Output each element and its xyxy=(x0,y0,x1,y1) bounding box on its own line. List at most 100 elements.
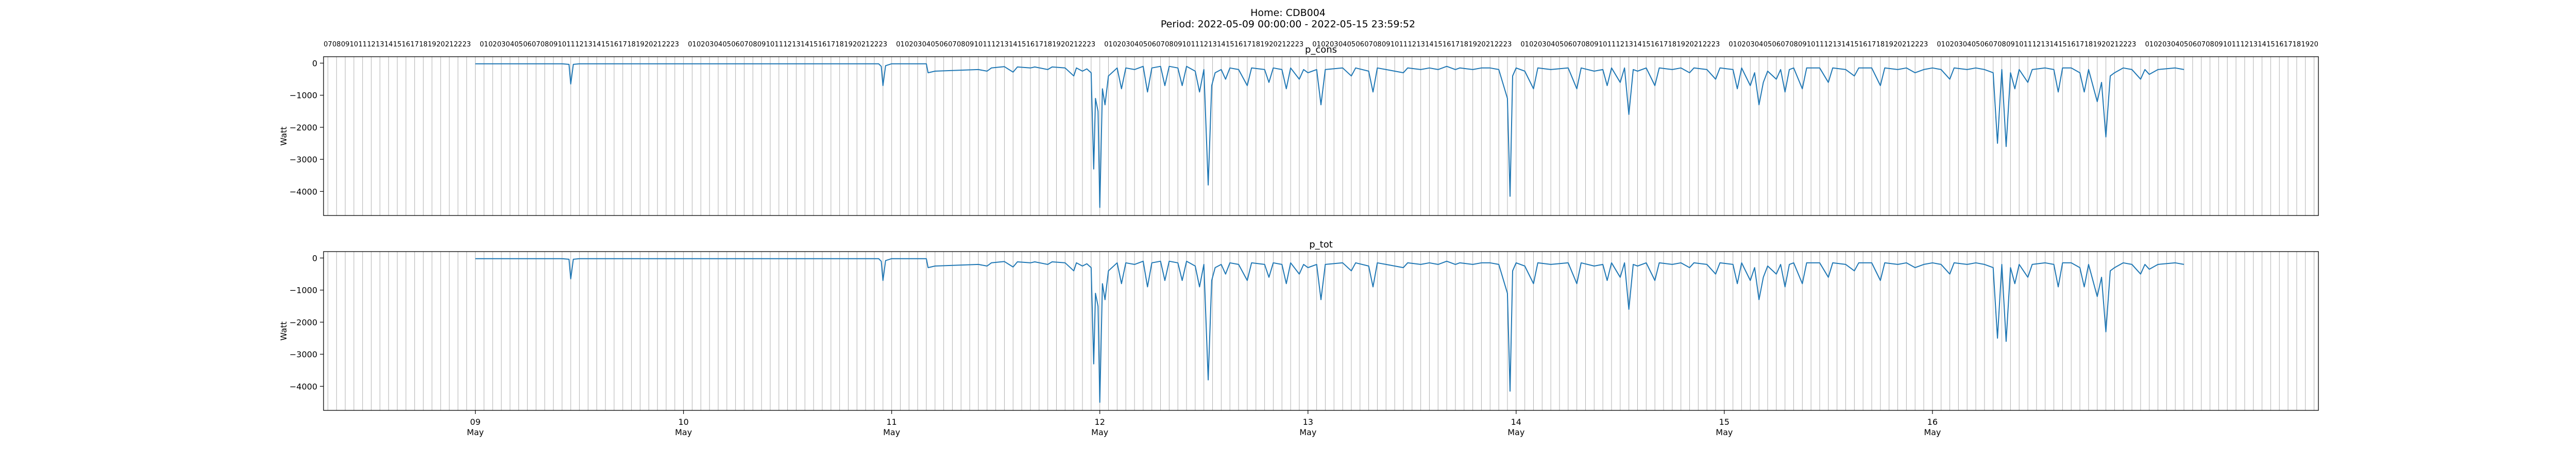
hour-tick-label: 01 xyxy=(480,41,488,48)
hour-tick-label: 03 xyxy=(1954,41,1963,48)
hour-tick-label: 19 xyxy=(2301,41,2310,48)
hour-tick-label: 23 xyxy=(1087,41,1096,48)
hour-tick-label: 05 xyxy=(931,41,940,48)
hour-tick-label: 17 xyxy=(1659,41,1668,48)
hour-tick-label: 14 xyxy=(1425,41,1434,48)
hour-tick-label: 08 xyxy=(2206,41,2214,48)
hour-tick-label: 03 xyxy=(2162,41,2171,48)
hour-tick-label: 06 xyxy=(2189,41,2197,48)
series-line xyxy=(475,63,2184,208)
x-tick-day-label: 10 xyxy=(678,417,688,427)
hour-tick-label: 22 xyxy=(454,41,463,48)
hour-tick-label: 18 xyxy=(1876,41,1885,48)
hour-tick-label: 21 xyxy=(1486,41,1495,48)
hour-tick-label: 19 xyxy=(1676,41,1685,48)
x-tick-day-label: 09 xyxy=(470,417,480,427)
hour-tick-label: 10 xyxy=(350,41,359,48)
hour-tick-label: 17 xyxy=(2284,41,2293,48)
hour-tick-label: 15 xyxy=(1226,41,1234,48)
hour-tick-label: 09 xyxy=(549,41,558,48)
hour-tick-label: 22 xyxy=(662,41,671,48)
hour-tick-label: 15 xyxy=(809,41,818,48)
hour-tick-label: 07 xyxy=(1572,41,1581,48)
hour-tick-label: 07 xyxy=(2197,41,2206,48)
hour-tick-label: 08 xyxy=(1997,41,2006,48)
hour-tick-label: 15 xyxy=(601,41,610,48)
hour-tick-label: 15 xyxy=(1434,41,1443,48)
hour-tick-label: 16 xyxy=(1859,41,1868,48)
x-tick-day-label: 16 xyxy=(1927,417,1938,427)
hour-tick-label: 20 xyxy=(645,41,653,48)
hour-tick-label: 16 xyxy=(1234,41,1243,48)
hour-tick-label: 16 xyxy=(2275,41,2284,48)
hour-tick-label: 10 xyxy=(2223,41,2232,48)
hour-tick-label: 10 xyxy=(2015,41,2024,48)
hour-tick-label: 09 xyxy=(965,41,974,48)
hour-tick-label: 12 xyxy=(2032,41,2041,48)
hour-tick-label: 07 xyxy=(532,41,540,48)
hour-tick-label: 19 xyxy=(428,41,436,48)
hour-tick-label: 02 xyxy=(1113,41,1122,48)
hour-tick-label: 08 xyxy=(332,41,341,48)
hour-tick-label: 08 xyxy=(1581,41,1590,48)
x-tick-day-label: 13 xyxy=(1303,417,1313,427)
hour-tick-label: 11 xyxy=(358,41,367,48)
hour-tick-label: 16 xyxy=(1651,41,1659,48)
axes-frame xyxy=(323,251,2319,411)
y-axis-label: Watt xyxy=(279,126,289,145)
hour-tick-label: 01 xyxy=(2145,41,2154,48)
hour-tick-label: 06 xyxy=(1355,41,1364,48)
hour-tick-label: 09 xyxy=(2006,41,2015,48)
hour-tick-label: 11 xyxy=(567,41,575,48)
hour-tick-label: 11 xyxy=(1607,41,1616,48)
hour-tick-label: 05 xyxy=(1555,41,1564,48)
hour-tick-label: 07 xyxy=(740,41,749,48)
hour-tick-label: 06 xyxy=(1147,41,1156,48)
hour-tick-label: 05 xyxy=(2180,41,2189,48)
hour-tick-label: 04 xyxy=(1755,41,1764,48)
hour-tick-label: 12 xyxy=(1199,41,1208,48)
hour-tick-label: 01 xyxy=(1728,41,1737,48)
hour-tick-label: 16 xyxy=(1443,41,1451,48)
hour-tick-label: 18 xyxy=(1668,41,1677,48)
hour-tick-label: 14 xyxy=(2258,41,2266,48)
x-tick-month-label: May xyxy=(1299,427,1316,437)
hour-tick-label: 20 xyxy=(1685,41,1694,48)
hour-tick-label: 01 xyxy=(1937,41,1945,48)
hour-tick-label: 07 xyxy=(1781,41,1789,48)
hour-tick-label: 08 xyxy=(957,41,965,48)
hour-tick-label: 14 xyxy=(2049,41,2058,48)
hour-tick-label: 13 xyxy=(2041,41,2049,48)
hour-tick-label: 02 xyxy=(488,41,497,48)
hour-tick-label: 16 xyxy=(610,41,619,48)
hour-tick-label: 14 xyxy=(1217,41,1226,48)
hour-tick-label: 19 xyxy=(1260,41,1269,48)
y-tick-label: −2000 xyxy=(290,318,317,327)
hour-tick-label: 08 xyxy=(1373,41,1382,48)
x-tick-month-label: May xyxy=(675,427,692,437)
hour-tick-label: 12 xyxy=(1616,41,1625,48)
hour-tick-label: 15 xyxy=(2266,41,2275,48)
panel-title: p_cons xyxy=(1305,44,1337,55)
hour-tick-label: 03 xyxy=(705,41,714,48)
hour-tick-label: 06 xyxy=(523,41,532,48)
hour-tick-label: 22 xyxy=(1286,41,1295,48)
figure-title-line2: Period: 2022-05-09 00:00:00 - 2022-05-15… xyxy=(1160,19,1416,30)
hour-tick-label: 18 xyxy=(1251,41,1260,48)
hour-tick-label: 08 xyxy=(1789,41,1798,48)
hour-tick-label: 06 xyxy=(1980,41,1989,48)
hour-tick-label: 19 xyxy=(844,41,853,48)
hour-tick-label: 13 xyxy=(584,41,592,48)
hour-tick-label: 19 xyxy=(1052,41,1061,48)
hour-tick-label: 15 xyxy=(1850,41,1859,48)
x-tick-month-label: May xyxy=(1716,427,1733,437)
hour-tick-label: 01 xyxy=(1520,41,1529,48)
hour-tick-label: 06 xyxy=(1564,41,1573,48)
hour-tick-label: 09 xyxy=(1174,41,1182,48)
hour-tick-label: 15 xyxy=(1018,41,1026,48)
hour-tick-label: 03 xyxy=(1746,41,1755,48)
chart-p-tot: p_tot0−1000−2000−3000−4000Watt09May10May… xyxy=(279,239,2319,437)
y-tick-label: −1000 xyxy=(290,286,317,295)
hour-tick-label: 18 xyxy=(2293,41,2301,48)
x-tick-day-label: 11 xyxy=(886,417,896,427)
